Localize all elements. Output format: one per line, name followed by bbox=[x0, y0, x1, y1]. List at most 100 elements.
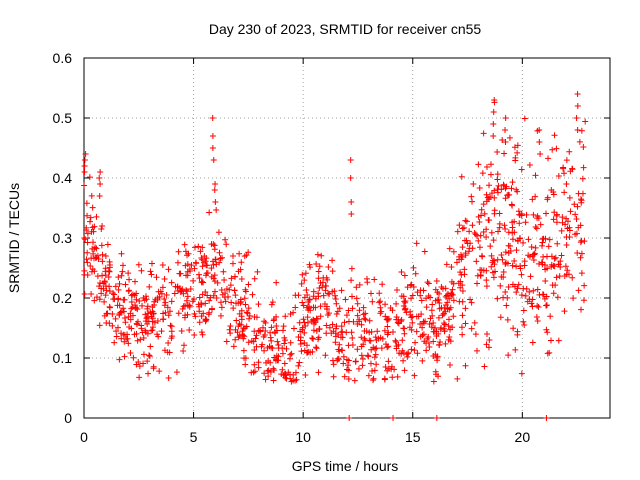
data-point bbox=[304, 314, 311, 321]
data-point bbox=[505, 352, 512, 359]
data-point bbox=[526, 161, 533, 168]
data-point bbox=[474, 272, 481, 279]
data-point bbox=[324, 276, 331, 283]
data-point bbox=[502, 139, 509, 145]
data-point bbox=[560, 165, 567, 172]
data-point bbox=[345, 307, 352, 314]
data-point bbox=[210, 261, 217, 268]
data-point bbox=[371, 354, 378, 361]
data-point bbox=[345, 367, 352, 374]
data-point bbox=[91, 223, 98, 230]
data-point bbox=[347, 157, 354, 163]
data-point bbox=[499, 136, 506, 143]
data-point bbox=[444, 299, 451, 306]
data-point bbox=[512, 157, 519, 164]
data-point bbox=[149, 308, 156, 315]
data-point bbox=[139, 329, 146, 336]
data-point bbox=[408, 314, 415, 321]
data-point bbox=[530, 211, 537, 218]
data-point bbox=[554, 294, 561, 301]
data-point bbox=[432, 351, 439, 358]
data-point bbox=[240, 347, 247, 354]
data-point bbox=[168, 279, 175, 286]
data-point bbox=[139, 302, 146, 309]
data-point bbox=[572, 211, 579, 218]
data-point bbox=[514, 142, 521, 149]
data-point bbox=[346, 415, 353, 421]
data-point bbox=[547, 313, 554, 320]
data-point bbox=[267, 329, 274, 336]
data-point bbox=[354, 300, 361, 307]
data-point bbox=[407, 282, 414, 289]
data-point bbox=[534, 213, 541, 220]
data-point bbox=[526, 288, 533, 295]
data-point bbox=[400, 357, 407, 364]
data-point bbox=[382, 301, 389, 308]
data-point bbox=[306, 305, 313, 312]
data-point bbox=[373, 361, 380, 368]
data-point bbox=[231, 287, 238, 294]
data-point bbox=[437, 338, 444, 345]
data-point bbox=[136, 363, 143, 370]
data-point bbox=[498, 186, 505, 193]
data-point bbox=[459, 331, 466, 338]
data-point bbox=[208, 265, 215, 272]
data-point bbox=[473, 347, 480, 354]
data-point bbox=[339, 328, 346, 335]
data-point bbox=[483, 331, 490, 338]
data-point bbox=[484, 164, 491, 171]
data-point bbox=[121, 353, 128, 360]
data-point bbox=[441, 328, 448, 335]
data-point bbox=[477, 266, 484, 273]
data-point bbox=[502, 195, 509, 202]
data-point bbox=[497, 314, 504, 321]
data-point bbox=[300, 302, 307, 309]
data-point bbox=[408, 326, 415, 333]
data-point bbox=[581, 282, 588, 289]
data-point bbox=[433, 354, 440, 361]
data-point bbox=[336, 341, 343, 348]
data-point bbox=[106, 268, 113, 275]
data-point bbox=[191, 332, 198, 339]
data-point bbox=[290, 325, 297, 332]
data-point bbox=[242, 286, 249, 293]
data-point bbox=[398, 316, 405, 323]
data-point bbox=[285, 369, 292, 376]
data-point bbox=[494, 295, 501, 302]
data-point bbox=[501, 182, 508, 189]
data-point bbox=[542, 277, 549, 284]
data-point bbox=[223, 241, 230, 248]
data-point bbox=[238, 298, 245, 305]
data-point bbox=[509, 229, 516, 236]
data-point bbox=[377, 298, 384, 305]
data-point bbox=[358, 321, 365, 328]
data-point bbox=[442, 301, 449, 308]
data-point bbox=[490, 274, 497, 281]
data-point bbox=[562, 263, 569, 270]
data-point bbox=[281, 340, 288, 347]
data-point bbox=[199, 256, 206, 263]
data-point bbox=[125, 288, 132, 295]
data-point bbox=[462, 217, 469, 224]
data-point bbox=[262, 319, 269, 326]
data-point bbox=[316, 326, 323, 333]
data-point bbox=[178, 328, 185, 335]
data-point bbox=[286, 355, 293, 362]
data-point bbox=[211, 272, 218, 279]
data-point bbox=[361, 315, 368, 322]
data-point bbox=[174, 259, 181, 266]
data-point bbox=[88, 290, 95, 297]
data-point bbox=[96, 175, 103, 181]
data-point bbox=[251, 328, 258, 335]
data-point bbox=[379, 281, 386, 288]
data-point bbox=[435, 314, 442, 321]
data-point bbox=[111, 339, 118, 346]
data-point bbox=[111, 291, 118, 298]
data-point bbox=[209, 305, 216, 312]
data-point bbox=[459, 312, 466, 319]
data-point bbox=[227, 330, 234, 337]
data-point bbox=[578, 250, 585, 257]
data-point bbox=[118, 250, 125, 257]
data-point bbox=[361, 335, 368, 342]
data-point bbox=[450, 297, 457, 304]
